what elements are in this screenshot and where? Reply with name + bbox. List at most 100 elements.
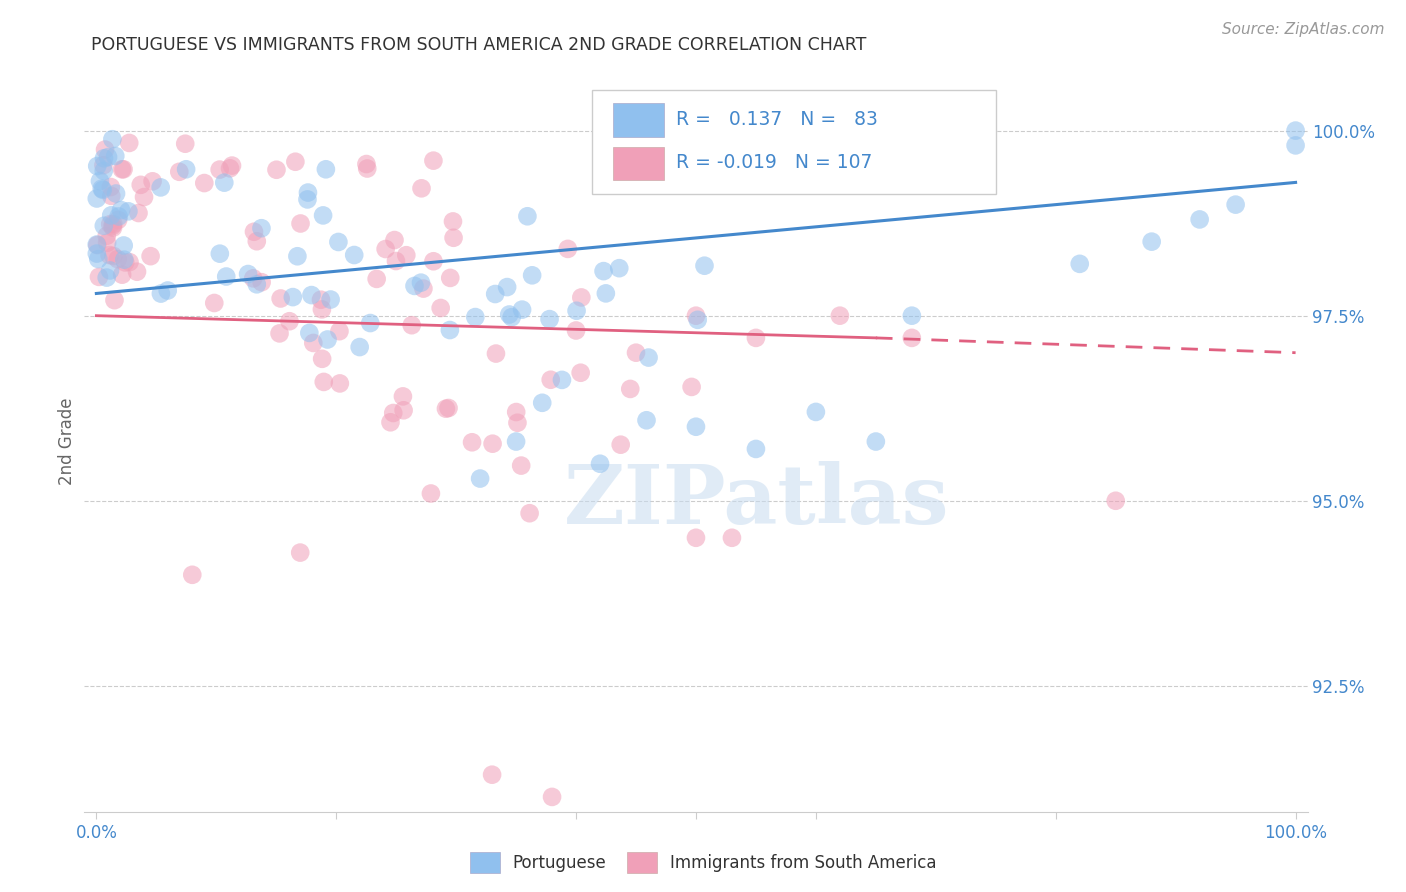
Point [501,310,523,325]
Point [356,161,378,176]
Point [101,132,124,146]
Point [1105,493,1128,508]
Point [359,316,381,330]
Point [541,789,564,804]
Point [98,217,121,231]
Point [636,413,658,427]
Point [96,228,118,243]
Point [510,302,533,317]
Point [434,401,457,416]
Point [1188,212,1211,227]
Point [422,254,444,268]
Point [595,286,617,301]
Point [481,768,503,782]
Point [404,279,426,293]
Point [128,206,150,220]
Point [565,303,588,318]
Point [419,486,441,500]
Point [246,234,269,248]
Point [236,267,259,281]
Point [468,472,491,486]
Point [101,219,124,233]
Point [89,174,111,188]
Point [520,268,543,283]
Point [107,213,129,227]
Point [828,309,851,323]
Bar [613,103,664,136]
Point [111,268,134,282]
Point [105,186,128,201]
Point [86,192,108,206]
Point [312,375,335,389]
Point [202,296,225,310]
Point [382,406,405,420]
Point [100,180,122,194]
Text: R =   0.137   N =   83: R = 0.137 N = 83 [676,110,879,129]
Point [316,333,339,347]
FancyBboxPatch shape [592,90,995,194]
Point [349,340,371,354]
Point [804,405,827,419]
Point [100,208,122,222]
Point [619,382,641,396]
Point [437,401,460,415]
Point [156,284,179,298]
Point [366,272,388,286]
Point [101,220,124,235]
Point [464,310,486,324]
Point [87,252,110,266]
Point [149,180,172,194]
Point [1069,257,1091,271]
Point [214,176,236,190]
Point [441,214,464,228]
Point [111,162,134,177]
Point [343,248,366,262]
Point [221,159,243,173]
Point [538,312,561,326]
Point [219,161,242,176]
Point [315,162,337,177]
Point [328,324,350,338]
Point [498,308,520,322]
Point [569,366,592,380]
Point [311,351,333,366]
Point [392,403,415,417]
Point [93,151,115,165]
Point [297,193,319,207]
Point [290,546,312,560]
Point [319,293,342,307]
Point [1284,123,1306,137]
Point [250,221,273,235]
Point [118,136,141,150]
Point [312,208,335,222]
Point [637,351,659,365]
Point [208,162,231,177]
Text: PORTUGUESE VS IMMIGRANTS FROM SOUTH AMERICA 2ND GRADE CORRELATION CHART: PORTUGUESE VS IMMIGRANTS FROM SOUTH AMER… [91,36,866,54]
Point [395,248,418,262]
Point [311,302,333,317]
Point [90,182,112,196]
Point [685,531,707,545]
Point [98,248,121,262]
Point [298,326,321,340]
Point [149,286,172,301]
Point [412,282,434,296]
Point [281,290,304,304]
Point [270,292,292,306]
Point [443,231,465,245]
Point [569,290,592,304]
Point [624,345,647,359]
Point [607,261,630,276]
Point [1284,138,1306,153]
Point [309,293,332,307]
Point [380,415,402,429]
Text: ZIPatlas: ZIPatlas [564,461,950,541]
Point [439,323,461,337]
Point [215,269,238,284]
Point [745,442,768,456]
Point [384,233,406,247]
Point [540,373,562,387]
Point [112,162,135,177]
Point [592,264,614,278]
Point [484,287,506,301]
